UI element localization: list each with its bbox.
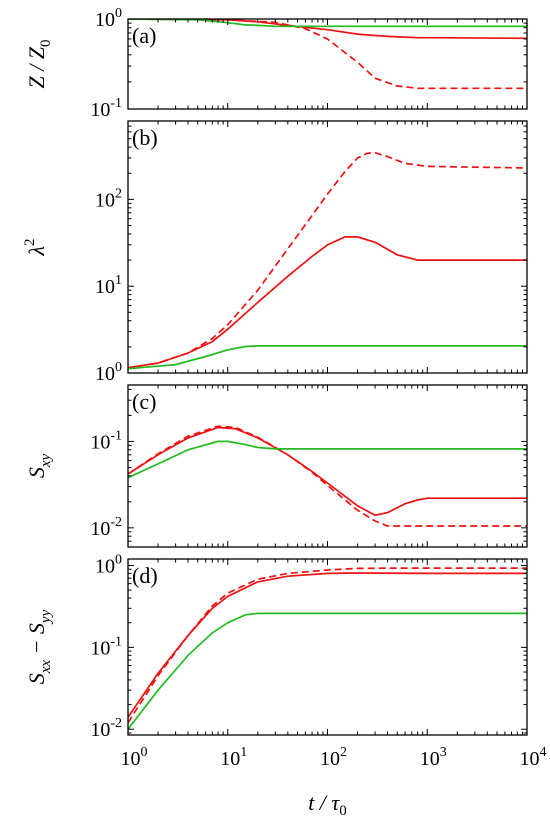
tick-mantissa: 10: [320, 748, 340, 770]
series-line-2: [128, 425, 527, 527]
plot-frame: [127, 18, 528, 110]
y-tick-label: 100: [95, 552, 122, 577]
tick-exponent: -1: [110, 428, 122, 443]
tick-exponent: 4: [540, 745, 547, 760]
tick-exponent: -2: [110, 515, 122, 530]
y-tick-label: 100: [95, 360, 122, 385]
tick-exponent: 0: [115, 6, 122, 21]
series-line-3: [128, 345, 527, 370]
series-line-2: [128, 151, 527, 369]
panel-label: (b): [132, 125, 158, 150]
y-axis-label: λ2: [22, 238, 49, 256]
tick-mantissa: 10: [90, 637, 110, 659]
panel-label: (a): [132, 23, 156, 48]
y-tick-label: 10-1: [90, 428, 122, 453]
x-axis-label: t / τ0: [308, 790, 347, 819]
series-line-1: [128, 236, 527, 369]
panel-label: (c): [132, 389, 156, 414]
y-axis-label: Sxx − Syy: [24, 609, 54, 684]
tick-mantissa: 10: [95, 276, 115, 298]
tick-mantissa: 10: [95, 189, 115, 211]
tick-mantissa: 10: [220, 748, 240, 770]
ylabel-minus: − S: [24, 623, 49, 660]
tick-exponent: 0: [115, 360, 122, 375]
ylabel-sub: xy: [38, 454, 54, 469]
y-tick-label: 101: [95, 273, 122, 298]
tick-mantissa: 10: [90, 431, 110, 453]
y-tick-label: 10-2: [90, 716, 122, 741]
series-line-2: [128, 567, 527, 724]
plot-frame: [127, 120, 528, 374]
series-line-2: [128, 19, 527, 90]
y-tick-label: 10-1: [90, 634, 122, 659]
y-tick-label: 10-1: [90, 96, 122, 121]
series-line-3: [128, 440, 527, 479]
tick-mantissa: 10: [90, 518, 110, 540]
tick-exponent: -1: [110, 96, 122, 111]
plot-frame: [127, 558, 528, 736]
plot-frame: [127, 384, 528, 548]
tick-mantissa: 10: [95, 9, 115, 31]
tick-mantissa: 10: [520, 748, 540, 770]
tick-mantissa: 10: [90, 719, 110, 741]
y-tick-label: 102: [95, 186, 122, 211]
y-tick-label: 10-2: [90, 515, 122, 540]
ylabel-sub2: yy: [38, 609, 54, 625]
y-axis-label: Z / Z0: [24, 39, 54, 88]
series-line-1: [128, 426, 527, 517]
ylabel-sub: xx: [38, 660, 54, 675]
ylabel-main: Z / Z: [24, 46, 49, 88]
tick-exponent: 2: [115, 186, 122, 201]
x-tick-label: 102: [320, 745, 347, 770]
y-tick-label: 100: [95, 6, 122, 31]
tick-mantissa: 10: [121, 748, 141, 770]
panel-label: (d): [132, 563, 158, 588]
y-axis-label: Sxy: [24, 454, 54, 479]
x-tick-label: 104: [520, 745, 547, 770]
xlabel-sub: 0: [339, 803, 347, 819]
tick-mantissa: 10: [90, 99, 110, 121]
series-line-1: [128, 572, 527, 718]
tick-exponent: 2: [340, 745, 347, 760]
tick-exponent: 0: [141, 745, 148, 760]
series-line-3: [128, 612, 527, 730]
panel-c: 10-110-2(c)Sxy: [24, 384, 528, 548]
ylabel-main: S: [24, 673, 49, 684]
ylabel-sup: 2: [22, 238, 38, 246]
tick-exponent: 1: [240, 745, 247, 760]
tick-exponent: 3: [440, 745, 447, 760]
x-tick-label: 101: [220, 745, 247, 770]
x-tick-label: 100: [121, 745, 148, 770]
x-tick-label: 103: [420, 745, 447, 770]
tick-exponent: -1: [110, 634, 122, 649]
tick-mantissa: 10: [95, 363, 115, 385]
ylabel-main: λ: [24, 246, 49, 257]
ylabel-main: S: [24, 467, 49, 478]
xlabel-main: t / τ: [308, 790, 340, 815]
tick-exponent: 0: [115, 552, 122, 567]
tick-mantissa: 10: [95, 555, 115, 577]
tick-mantissa: 10: [420, 748, 440, 770]
tick-exponent: 1: [115, 273, 122, 288]
tick-exponent: -2: [110, 716, 122, 731]
ylabel-sub: 0: [38, 39, 54, 47]
